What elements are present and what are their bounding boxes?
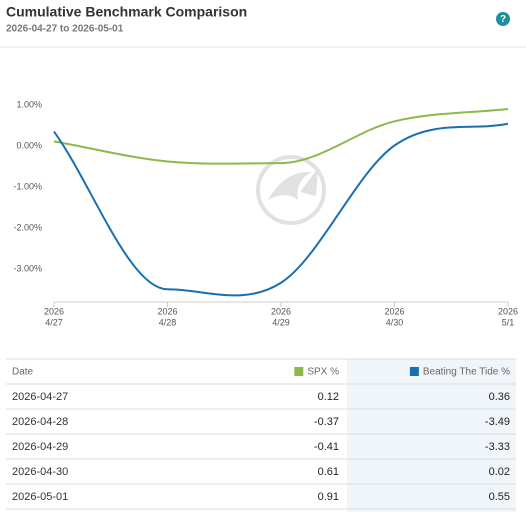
value-cell: 0.36 <box>489 391 510 403</box>
x-tick-label: 4/30 <box>386 317 404 327</box>
legend-swatch <box>294 367 304 376</box>
column-header: Beating The Tide % <box>423 367 510 378</box>
y-tick-label: -1.00% <box>13 182 42 192</box>
y-tick-label: -3.00% <box>13 264 42 274</box>
y-tick-label: -2.00% <box>13 223 42 233</box>
date-cell: 2026-04-28 <box>12 416 68 428</box>
y-tick-label: 1.00% <box>16 100 42 110</box>
value-cell: 0.55 <box>489 491 510 503</box>
date-cell: 2026-04-27 <box>12 391 68 403</box>
x-tick-label: 4/29 <box>272 317 290 327</box>
x-tick-label: 4/27 <box>45 317 63 327</box>
watermark <box>256 155 326 225</box>
value-cell: -0.41 <box>314 441 339 453</box>
value-cell: 0.12 <box>318 391 339 403</box>
x-tick-label: 2026 <box>157 306 177 316</box>
column-header: SPX % <box>307 367 339 378</box>
x-tick-label: 5/1 <box>502 317 515 327</box>
x-tick-label: 2026 <box>384 306 404 316</box>
x-tick-label: 2026 <box>271 306 291 316</box>
legend-swatch <box>409 367 419 376</box>
table-header: Date <box>12 367 34 378</box>
date-cell: 2026-04-30 <box>12 466 68 478</box>
title: Cumulative Benchmark Comparison <box>6 4 247 20</box>
column-highlight <box>347 359 516 512</box>
date-cell: 2026-05-01 <box>12 491 68 503</box>
value-cell: 0.02 <box>489 466 510 478</box>
date-cell: 2026-04-29 <box>12 441 68 453</box>
value-cell: 0.61 <box>318 466 339 478</box>
value-cell: -0.37 <box>314 416 339 428</box>
subtitle: 2026-04-27 to 2026-05-01 <box>6 24 124 35</box>
value-cell: -3.49 <box>485 416 510 428</box>
series-line <box>53 108 509 165</box>
value-cell: 0.91 <box>318 491 339 503</box>
help-icon[interactable] <box>496 12 510 26</box>
y-tick-label: 0.00% <box>16 141 42 151</box>
value-cell: -3.33 <box>485 441 510 453</box>
help-icon-text: ? <box>500 14 506 25</box>
x-tick-label: 2026 <box>44 306 64 316</box>
series-line <box>53 122 509 297</box>
x-tick-label: 2026 <box>498 306 518 316</box>
x-tick-label: 4/28 <box>159 317 177 327</box>
